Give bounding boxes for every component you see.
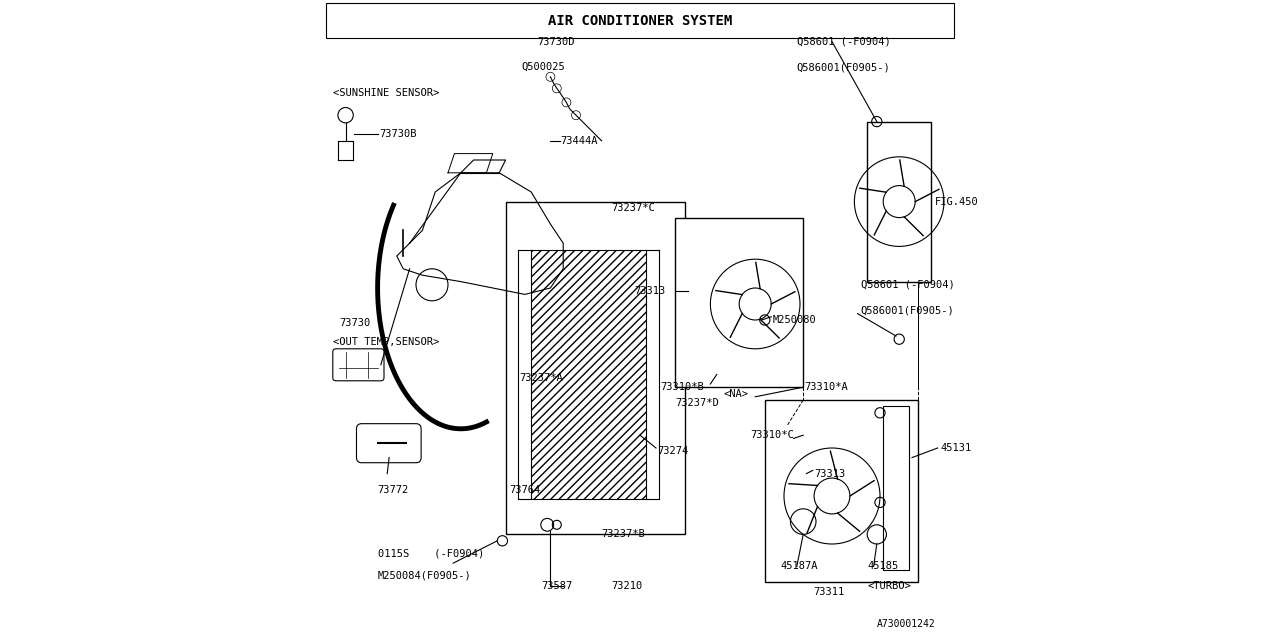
Bar <box>506 202 685 534</box>
Text: <OUT TEMP,SENSOR>: <OUT TEMP,SENSOR> <box>333 337 439 348</box>
Text: <NA>: <NA> <box>723 388 749 399</box>
FancyBboxPatch shape <box>333 349 384 381</box>
Text: 45185: 45185 <box>868 561 899 572</box>
Text: Q586001(F0905-): Q586001(F0905-) <box>860 305 955 316</box>
Text: 73237*B: 73237*B <box>602 529 645 540</box>
FancyBboxPatch shape <box>356 424 421 463</box>
Text: 73313: 73313 <box>635 286 666 296</box>
Text: 73313: 73313 <box>814 468 845 479</box>
Text: 73730: 73730 <box>339 318 370 328</box>
Text: M250084(F0905-): M250084(F0905-) <box>378 571 471 581</box>
Text: 73210: 73210 <box>612 580 643 591</box>
Text: M250080: M250080 <box>773 315 817 325</box>
Text: 73444A: 73444A <box>561 136 598 146</box>
Text: 73274: 73274 <box>658 446 689 456</box>
Text: 73587: 73587 <box>540 580 572 591</box>
Text: Q586001(F0905-): Q586001(F0905-) <box>796 62 891 72</box>
Text: AIR CONDITIONER SYSTEM: AIR CONDITIONER SYSTEM <box>548 14 732 28</box>
Text: 73764: 73764 <box>508 484 540 495</box>
Text: 73237*D: 73237*D <box>676 398 719 408</box>
Bar <box>868 122 932 282</box>
Bar <box>326 3 954 38</box>
Bar <box>765 400 919 582</box>
Bar <box>883 406 909 570</box>
Text: Q58601 (-F0904): Q58601 (-F0904) <box>860 280 955 290</box>
Text: 73730D: 73730D <box>538 36 575 47</box>
Text: 73237*C: 73237*C <box>612 203 655 213</box>
Text: 73310*C: 73310*C <box>750 430 794 440</box>
Text: A730001242: A730001242 <box>877 619 936 629</box>
Text: 73237*A: 73237*A <box>520 372 563 383</box>
Text: Q500025: Q500025 <box>522 62 566 72</box>
Text: FIG.450: FIG.450 <box>934 196 978 207</box>
Text: 73772: 73772 <box>378 484 408 495</box>
Bar <box>676 218 804 387</box>
Text: 73310*A: 73310*A <box>805 382 849 392</box>
Text: 73311: 73311 <box>813 587 844 597</box>
Bar <box>531 250 646 499</box>
Text: 73310*B: 73310*B <box>660 382 704 392</box>
Text: 0115S    (-F0904): 0115S (-F0904) <box>378 548 484 559</box>
Text: 45187A: 45187A <box>781 561 818 572</box>
Text: <SUNSHINE SENSOR>: <SUNSHINE SENSOR> <box>333 88 439 98</box>
Text: 45131: 45131 <box>941 443 972 453</box>
Text: <TURBO>: <TURBO> <box>868 580 911 591</box>
Text: Q58601 (-F0904): Q58601 (-F0904) <box>796 36 891 47</box>
Text: 73730B: 73730B <box>379 129 416 140</box>
